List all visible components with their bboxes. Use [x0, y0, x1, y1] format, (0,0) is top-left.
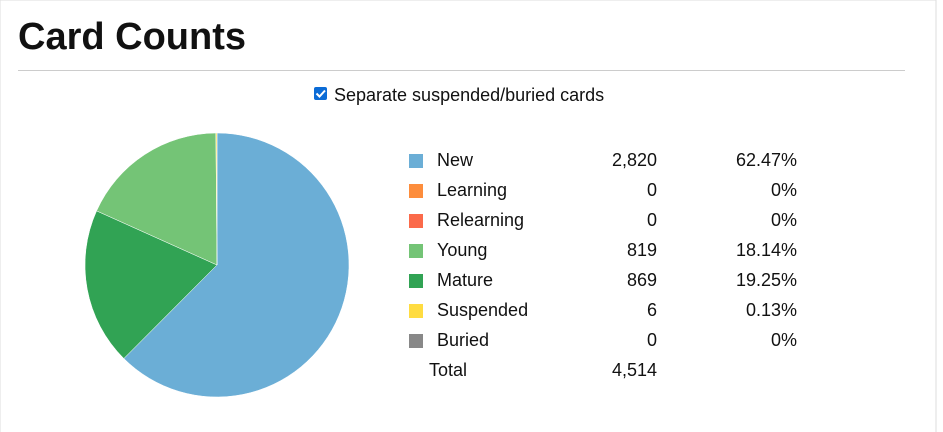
- legend-label: Buried: [437, 330, 489, 350]
- legend-label: New: [437, 150, 474, 170]
- percent-label: 62.47%: [736, 150, 797, 170]
- total-label: Total: [429, 360, 467, 380]
- checkbox[interactable]: [314, 87, 327, 100]
- percent-label: 0%: [771, 180, 797, 200]
- count-label: 6: [647, 300, 657, 320]
- percent-label: 0%: [771, 330, 797, 350]
- legend-swatch: [409, 244, 423, 258]
- pie-slice: [84, 210, 218, 359]
- legend-swatch: [409, 274, 423, 288]
- legend-label: Relearning: [437, 210, 524, 230]
- checkbox-tick: [315, 89, 326, 98]
- legend-swatch: [409, 154, 423, 168]
- pie-slice: [215, 132, 218, 266]
- percent-label: 19.25%: [736, 270, 797, 290]
- legend-swatch: [409, 184, 423, 198]
- count-label: 0: [647, 330, 657, 350]
- count-label: 0: [647, 210, 657, 230]
- legend-swatch: [409, 334, 423, 348]
- checkbox-box[interactable]: [314, 87, 327, 100]
- percent-label: 0.13%: [746, 300, 797, 320]
- count-label: 2,820: [612, 150, 657, 170]
- percent-label: 18.14%: [736, 240, 797, 260]
- count-label: 0: [647, 180, 657, 200]
- legend-swatch: [409, 304, 423, 318]
- legend-label: Mature: [437, 270, 493, 290]
- legend-label: Young: [437, 240, 487, 260]
- total-value: 4,514: [612, 360, 657, 380]
- chart-title: Card Counts: [18, 16, 246, 58]
- pie-slice: [96, 132, 218, 266]
- legend-label: Suspended: [437, 300, 528, 320]
- legend-label: Learning: [437, 180, 507, 200]
- pie-slice: [123, 132, 350, 398]
- legend-swatch: [409, 214, 423, 228]
- count-label: 819: [627, 240, 657, 260]
- percent-label: 0%: [771, 210, 797, 230]
- count-label: 869: [627, 270, 657, 290]
- checkbox-label[interactable]: Separate suspended/buried cards: [334, 85, 604, 105]
